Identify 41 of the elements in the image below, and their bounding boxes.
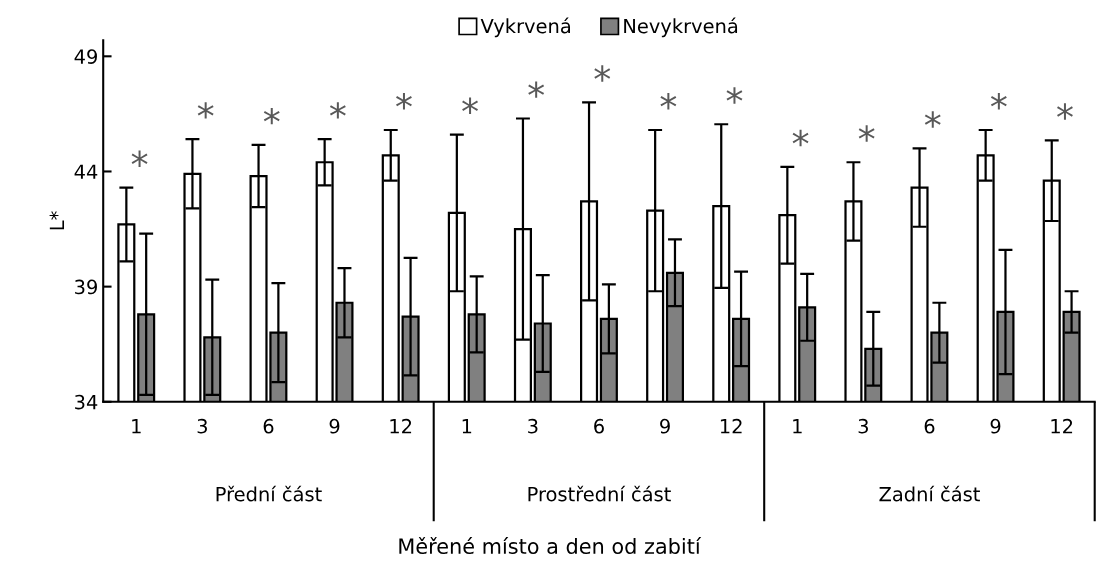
- annotation: *: [263, 107, 280, 125]
- annotation: *: [462, 97, 479, 114]
- y-tick-label: 44: [74, 164, 98, 179]
- x-tick-label: 3: [197, 418, 207, 434]
- annotation: *: [924, 111, 941, 128]
- text: Přední část: [216, 485, 322, 502]
- y-axis-title: L*: [49, 211, 65, 230]
- x-tick-label: 6: [594, 418, 604, 434]
- text: Zadní část: [879, 485, 980, 502]
- x-tick-label: 3: [528, 418, 538, 434]
- text: Měřené místo a den od zabití: [399, 537, 702, 555]
- annotation: *: [726, 87, 743, 104]
- legend-label: Nevykrvená: [624, 17, 738, 38]
- annotation: *: [1057, 103, 1073, 120]
- x-tick-label: 6: [263, 418, 274, 434]
- text: Prostřední část: [528, 485, 671, 502]
- x-tick-label: 6: [924, 418, 935, 434]
- annotation: *: [197, 102, 214, 119]
- x-tick-label: 12: [390, 418, 412, 434]
- y-tick-label: 34: [75, 394, 98, 410]
- x-tick-label: 1: [132, 419, 141, 434]
- y-tick-label: 39: [75, 279, 97, 295]
- x-tick-label: 12: [720, 418, 742, 434]
- x-tick-label: 1: [793, 419, 802, 434]
- x-tick-label: 1: [462, 419, 472, 434]
- annotation: *: [990, 92, 1007, 110]
- annotation: *: [528, 81, 545, 98]
- x-tick-label: 9: [660, 418, 670, 434]
- annotation: *: [396, 92, 412, 110]
- y-tick-label: 49: [74, 49, 97, 64]
- legend-label: Vykrvená: [480, 17, 570, 38]
- annotation: *: [131, 150, 148, 167]
- x-tick-label: 3: [858, 418, 868, 434]
- x-tick-label: 9: [990, 418, 1001, 434]
- x-tick-label: 9: [329, 418, 340, 434]
- annotation: *: [329, 102, 346, 119]
- annotation: *: [660, 92, 677, 110]
- annotation: *: [594, 65, 611, 82]
- annotation: *: [858, 125, 875, 142]
- annotation: *: [792, 129, 809, 147]
- x-tick-label: 12: [1051, 418, 1073, 434]
